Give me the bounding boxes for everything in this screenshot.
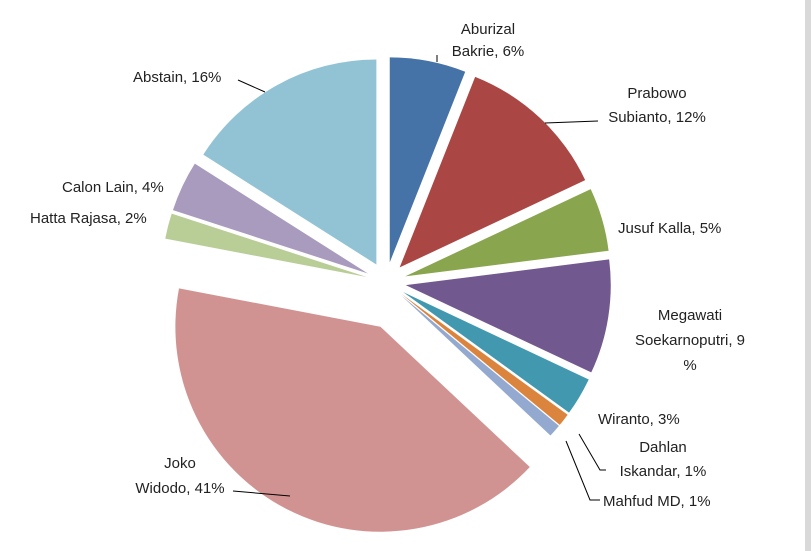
data-label-line: % [683,357,696,374]
data-label-line: Subianto, 12% [608,109,706,126]
leader-line-joko-widodo [232,490,291,497]
data-label-line: Prabowo [627,85,686,102]
data-label-line: Megawati [658,307,722,324]
leader-line-abstain [237,79,266,93]
pie-slice-joko-widodo [175,288,530,532]
data-label-line: Jusuf Kalla, 5% [618,220,721,237]
pie-slice-aburizal-bakrie [389,57,466,263]
pie-slice-jusuf-kalla [405,189,609,277]
data-label-line: Calon Lain, 4% [62,179,164,196]
data-label-abstain: Abstain, 16% [133,69,221,86]
data-label-aburizal-bakrie: Aburizal Bakrie, 6% [452,21,525,60]
leader-line-mahfud-md [565,440,600,501]
pie-slice-calon-lain [172,163,368,274]
pie-slice-dahlan-iskandar [401,294,568,425]
data-label-line: Wiranto, 3% [598,411,680,428]
data-label-mahfud-md: Mahfud MD, 1% [603,493,711,510]
data-label-line: Joko [164,455,196,472]
pie-slice-megawati-soekarnoputri [405,259,611,373]
data-label-calon-lain: Calon Lain, 4% [62,179,164,196]
data-label-dahlan-iskandar: Dahlan Iskandar, 1% [620,439,707,480]
data-label-line: Hatta Rajasa, 2% [30,210,147,227]
data-label-line: Iskandar, 1% [620,463,707,480]
data-label-line: Aburizal [461,21,515,38]
pie-slice-mahfud-md [401,295,559,436]
pie-slice-abstain [203,59,377,265]
window-edge [805,0,811,551]
data-label-prabowo-subianto: Prabowo Subianto, 12% [608,85,706,126]
data-label-line: Dahlan [639,439,687,456]
data-label-joko-widodo: Joko Widodo, 41% [135,455,224,497]
data-label-line: Abstain, 16% [133,69,221,86]
leader-line-dahlan-iskandar [578,433,606,471]
data-label-hatta-rajasa: Hatta Rajasa, 2% [30,210,147,227]
pie-slice-hatta-rajasa [165,213,367,278]
data-label-line: Mahfud MD, 1% [603,493,711,510]
leader-line-prabowo-subianto [544,120,599,124]
data-label-line: Soekarnoputri, 9 [635,332,745,349]
pie-slice-prabowo-subianto [399,76,586,268]
pie-slice-wiranto [403,292,589,413]
data-label-line: Widodo, 41% [135,480,224,497]
data-label-wiranto: Wiranto, 3% [598,411,680,428]
data-label-jusuf-kalla: Jusuf Kalla, 5% [618,220,721,237]
data-label-megawati-soekarnoputri: Megawati Soekarnoputri, 9% [635,307,745,374]
data-label-line: Bakrie, 6% [452,43,525,60]
